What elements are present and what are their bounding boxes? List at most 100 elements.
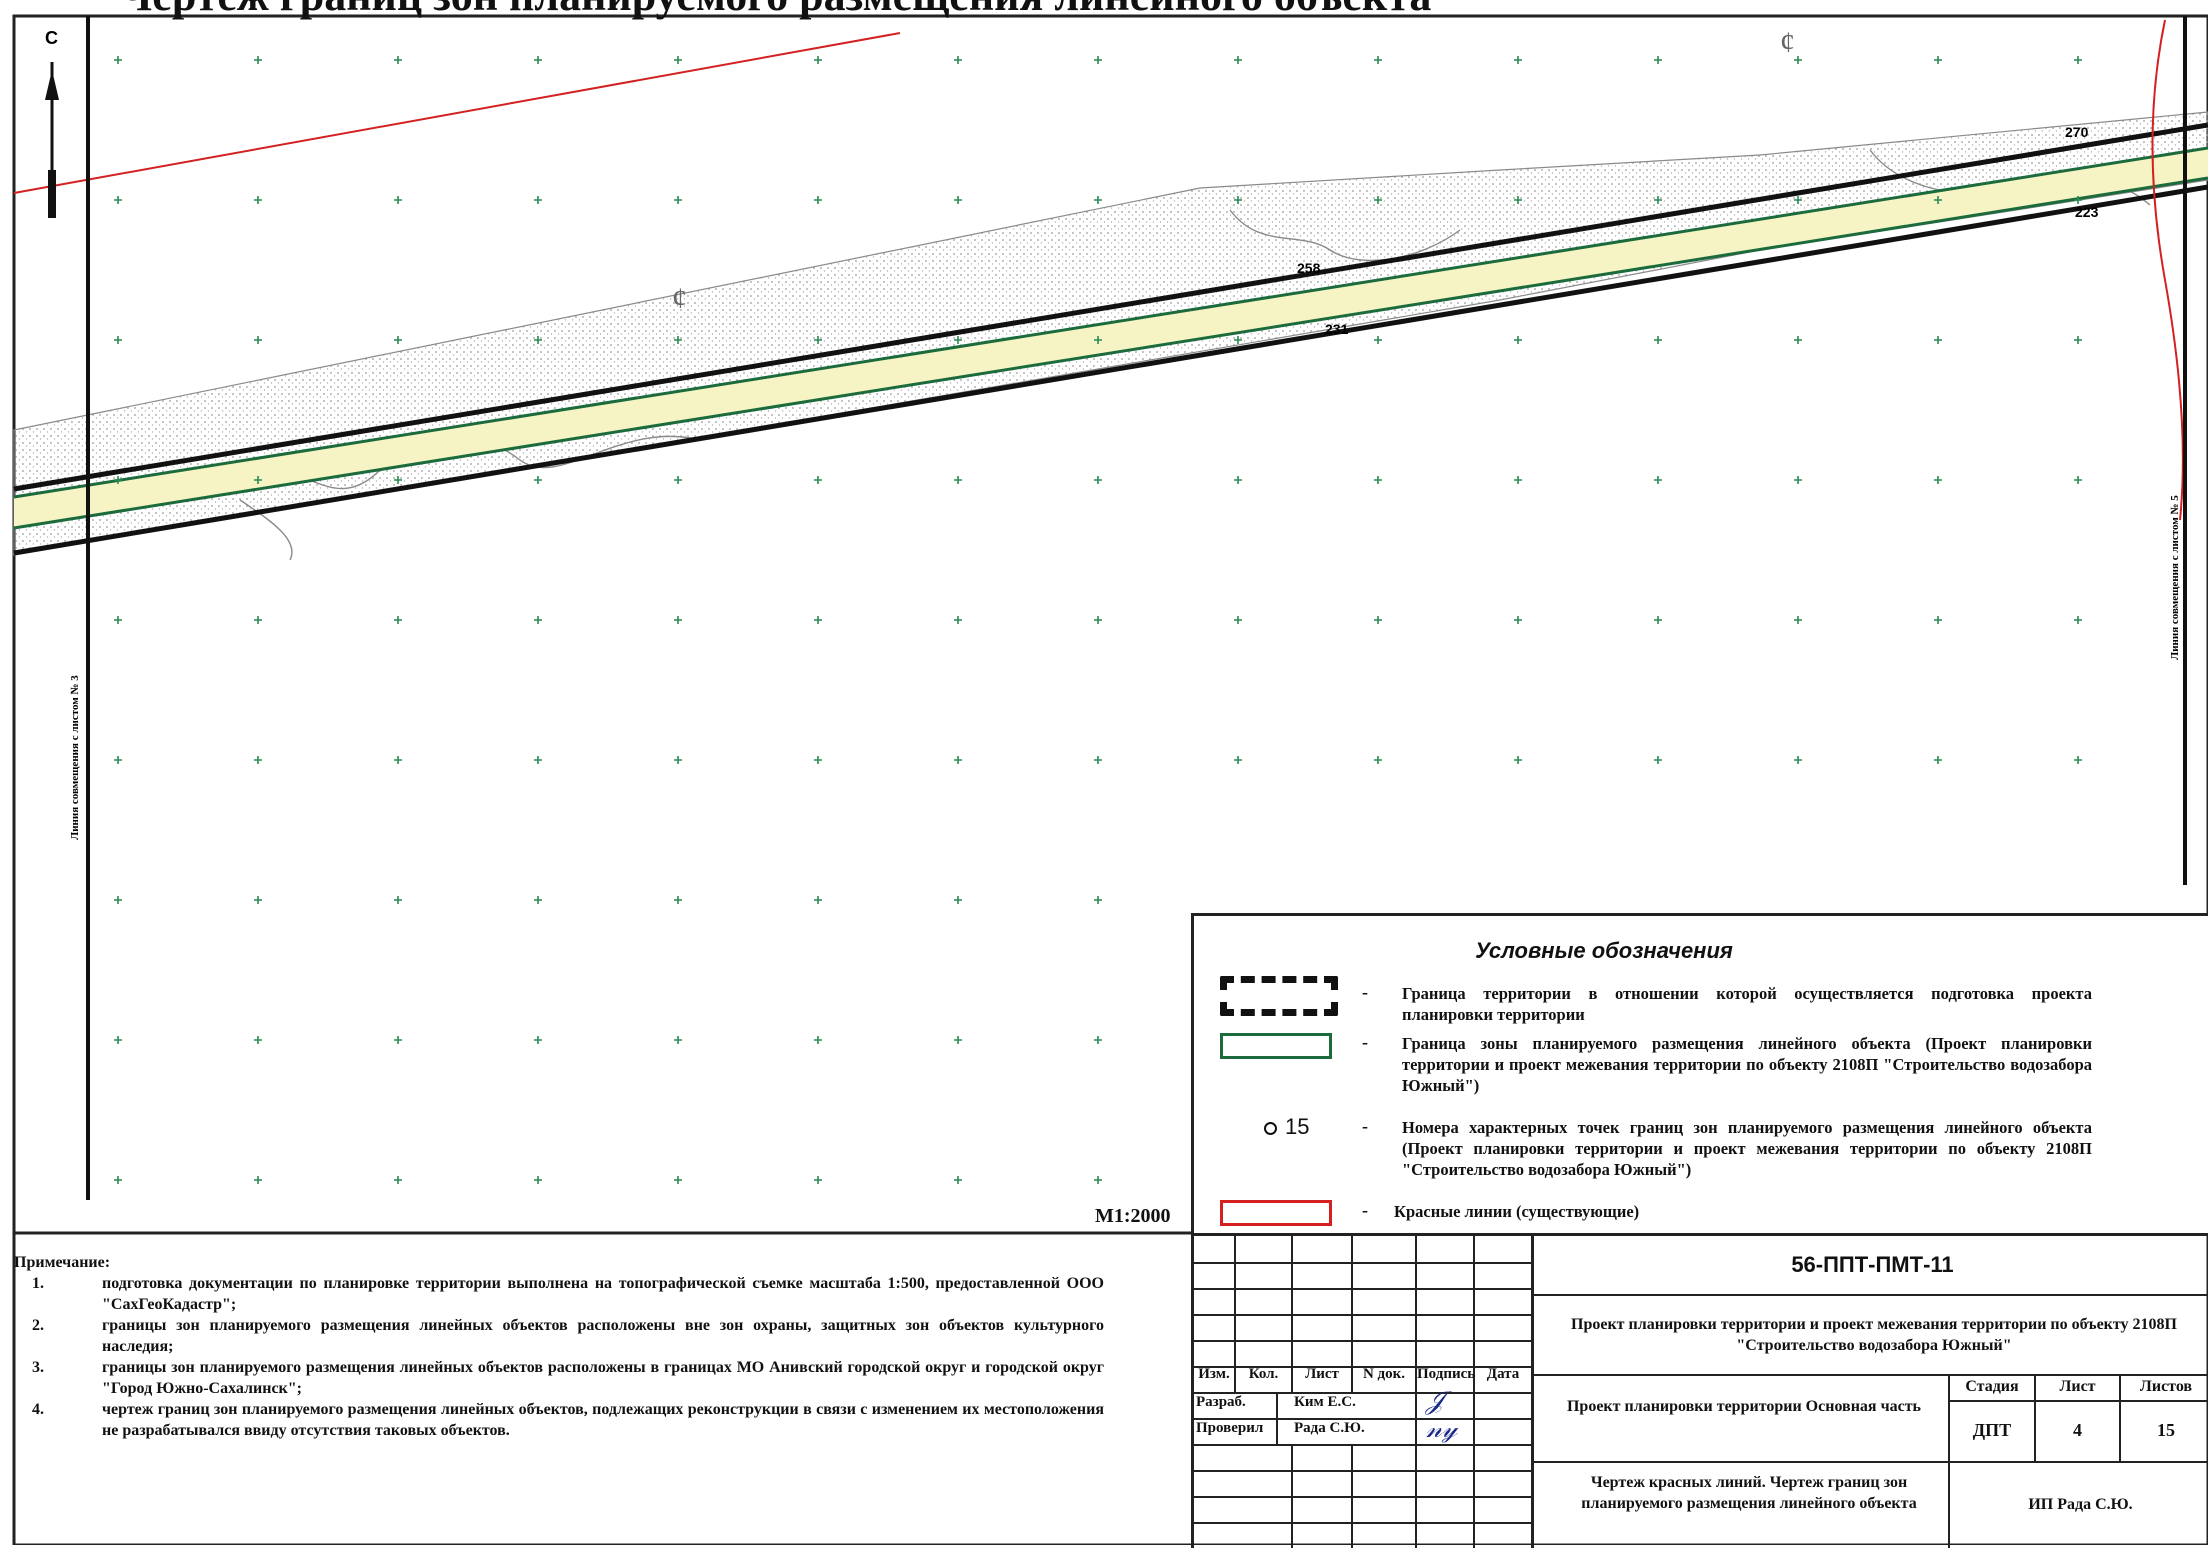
grid-cross [2074, 336, 2082, 344]
territory-boundary-top [13, 122, 2208, 492]
tb-name-checker: Рада С.Ю. [1294, 1420, 1365, 1436]
title-block: Изм. Кол. Лист N док. Подпись Дата Разра… [1191, 1233, 2208, 1548]
grid-cross [394, 1036, 402, 1044]
grid-cross [1514, 756, 1522, 764]
grid-cross [394, 476, 402, 484]
coordinate-grid [114, 56, 2082, 1184]
territory-boundary-bottom [13, 184, 2208, 556]
organization: ИП Рада С.Ю. [2028, 1496, 2133, 1513]
grid-cross [1234, 56, 1242, 64]
grid-cross [814, 1036, 822, 1044]
grid-cross [674, 336, 682, 344]
grid-cross [534, 1176, 542, 1184]
grid-cross [814, 476, 822, 484]
grid-cross [1234, 476, 1242, 484]
grid-cross [1234, 196, 1242, 204]
grid-cross [1514, 616, 1522, 624]
grid-cross [1094, 756, 1102, 764]
map-scale: М1:2000 [1095, 1205, 1171, 1227]
planned-zone [14, 148, 2208, 528]
signature-icon: 𝒥 [1426, 1386, 1444, 1415]
grid-cross [954, 616, 962, 624]
grid-cross [254, 196, 262, 204]
grid-cross [254, 1176, 262, 1184]
point-label: 270 [2065, 124, 2089, 140]
legend-dash: - [1362, 1032, 1368, 1052]
grid-cross [1374, 196, 1382, 204]
grid-cross [394, 616, 402, 624]
grid-cross [534, 196, 542, 204]
grid-cross [1934, 756, 1942, 764]
grid-cross [954, 1036, 962, 1044]
grid-cross [814, 1176, 822, 1184]
tb-header-stage: Стадия [1965, 1378, 2019, 1395]
grid-cross [114, 1176, 122, 1184]
grid-cross [814, 56, 822, 64]
grid-cross [114, 56, 122, 64]
grid-cross [1794, 616, 1802, 624]
map-frame [12, 14, 2208, 1545]
grid-cross [114, 336, 122, 344]
tb-sheets: 15 [2157, 1420, 2175, 1440]
grid-cross [1654, 616, 1662, 624]
legend-title: Условные обозначения [1475, 938, 1733, 963]
grid-cross [2074, 476, 2082, 484]
note-item: 4. чертеж границ зон планируемого размеще… [32, 1401, 1104, 1439]
grid-cross [674, 896, 682, 904]
grid-cross [1234, 336, 1242, 344]
grid-cross [954, 56, 962, 64]
grid-cross [954, 336, 962, 344]
grid-cross [254, 1036, 262, 1044]
grid-cross [674, 616, 682, 624]
document-part: Проект планировки территории Основная ча… [1566, 1398, 1922, 1415]
grid-cross [1934, 616, 1942, 624]
grid-cross [2074, 196, 2082, 204]
grid-cross [534, 56, 542, 64]
grid-cross [1934, 56, 1942, 64]
tb-stage: ДПТ [1972, 1420, 2012, 1440]
grid-cross [394, 196, 402, 204]
grid-cross [1794, 56, 1802, 64]
grid-cross [534, 616, 542, 624]
tb-header-izm: Изм. [1198, 1366, 1230, 1382]
grid-cross [954, 756, 962, 764]
grid-cross [254, 336, 262, 344]
contour-line [239, 499, 293, 561]
legend-item-zone: Граница зоны планируемого размещения лин… [1402, 1034, 2092, 1095]
grid-cross [1654, 336, 1662, 344]
grid-cross [1374, 56, 1382, 64]
grid-cross [1934, 196, 1942, 204]
grid-cross [1794, 756, 1802, 764]
grid-cross [1094, 336, 1102, 344]
grid-cross [534, 756, 542, 764]
pole-symbol: ¢ [672, 282, 687, 315]
grid-cross [674, 1176, 682, 1184]
sheet-title: Чертеж границ зон планируемого размещени… [120, 0, 1431, 21]
notes-title: Примечание: [14, 1254, 111, 1271]
grid-cross [814, 616, 822, 624]
grid-cross [2074, 756, 2082, 764]
grid-cross [1094, 56, 1102, 64]
legend-symbol-zone [1220, 1033, 1332, 1059]
legend-symbol-boundary [1220, 976, 1338, 1016]
grid-cross [254, 476, 262, 484]
signature-icon: 𝓃𝓎 [1426, 1414, 1458, 1443]
tb-header-kol: Кол. [1248, 1366, 1279, 1382]
grid-cross [1094, 196, 1102, 204]
grid-cross [394, 1176, 402, 1184]
legend-point-sample: 15 [1285, 1114, 1310, 1139]
tb-header-ndok: N док. [1362, 1366, 1406, 1382]
grid-cross [114, 616, 122, 624]
red-line-existing [13, 32, 901, 194]
legend-symbol-red-line [1220, 1200, 1332, 1226]
zone-border-top [13, 146, 2208, 499]
legend-symbol-point: 15 [1264, 1114, 1309, 1140]
grid-cross [674, 56, 682, 64]
tb-header-sheets: Листов [2139, 1378, 2193, 1395]
tb-header-list: Лист [1305, 1366, 1339, 1382]
north-arrow-base [48, 170, 56, 218]
grid-cross [1934, 476, 1942, 484]
grid-cross [1234, 756, 1242, 764]
grid-cross [1794, 336, 1802, 344]
